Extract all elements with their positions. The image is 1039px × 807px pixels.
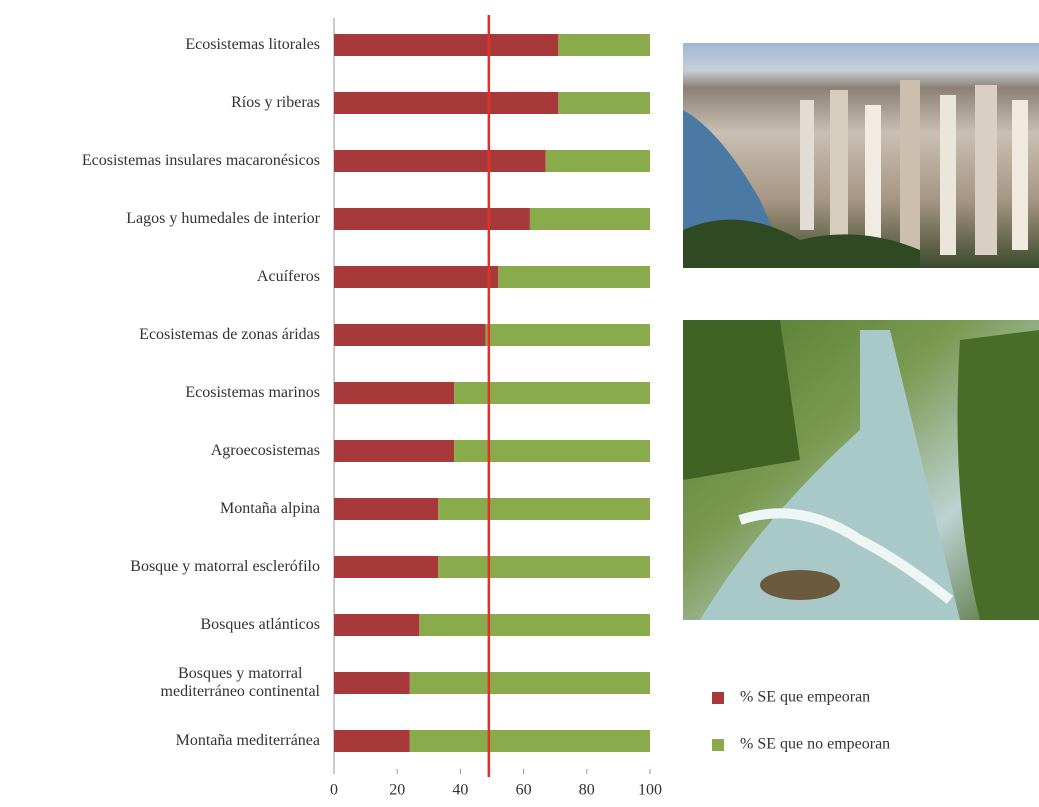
x-tick-label: 20: [389, 782, 405, 799]
bar-segment: [334, 498, 439, 520]
photo-river: [683, 320, 1039, 620]
category-label: Ecosistemas litorales: [185, 36, 320, 53]
category-label: Agroecosistemas: [210, 442, 320, 459]
category-label: Bosque y matorral esclerófilo: [130, 558, 320, 575]
bar-segment: [334, 266, 499, 288]
bar-segment: [334, 92, 559, 114]
bar-segment: [334, 614, 420, 636]
bar-segment: [558, 92, 650, 114]
bar-segment: [334, 382, 455, 404]
bar-segment: [454, 382, 650, 404]
bar-segment: [419, 614, 650, 636]
category-label: Ecosistemas marinos: [185, 384, 320, 401]
category-label: Bosques y matorral mediterráneo continen…: [160, 665, 320, 700]
x-tick-label: 80: [579, 782, 595, 799]
bar-segment: [334, 556, 439, 578]
bar-segment: [334, 34, 559, 56]
bar-segment: [529, 208, 650, 230]
legend-label: % SE que no empeoran: [740, 736, 890, 753]
x-tick-label: 60: [516, 782, 532, 799]
bar-segment: [454, 440, 650, 462]
x-tick-label: 40: [452, 782, 468, 799]
category-label: Ecosistemas de zonas áridas: [139, 326, 320, 343]
bar-segment: [334, 150, 546, 172]
category-label: Ecosistemas insulares macaronésicos: [81, 152, 320, 169]
bar-segment: [485, 324, 650, 346]
category-label: Montaña mediterránea: [175, 732, 320, 749]
legend-swatch: [712, 692, 724, 704]
bar-segment: [409, 672, 650, 694]
bar-segment: [334, 730, 410, 752]
legend-swatch: [712, 739, 724, 751]
x-tick-label: 0: [330, 782, 338, 799]
category-label: Acuíferos: [256, 268, 320, 285]
category-label: Ríos y riberas: [231, 94, 320, 111]
bar-segment: [334, 208, 530, 230]
bar-segment: [438, 498, 650, 520]
bar-segment: [438, 556, 650, 578]
bar-segment: [498, 266, 650, 288]
bar-segment: [334, 324, 486, 346]
category-label: Bosques atlánticos: [200, 616, 320, 633]
bar-segment: [409, 730, 650, 752]
category-label: Lagos y humedales de interior: [126, 210, 320, 227]
bar-segment: [334, 672, 410, 694]
bar-segment: [334, 440, 455, 462]
bar-segment: [545, 150, 650, 172]
legend-label: % SE que empeoran: [740, 689, 870, 706]
category-label: Montaña alpina: [220, 500, 320, 517]
bar-segment: [558, 34, 650, 56]
x-tick-label: 100: [638, 782, 662, 799]
photo-city: [683, 43, 1039, 268]
